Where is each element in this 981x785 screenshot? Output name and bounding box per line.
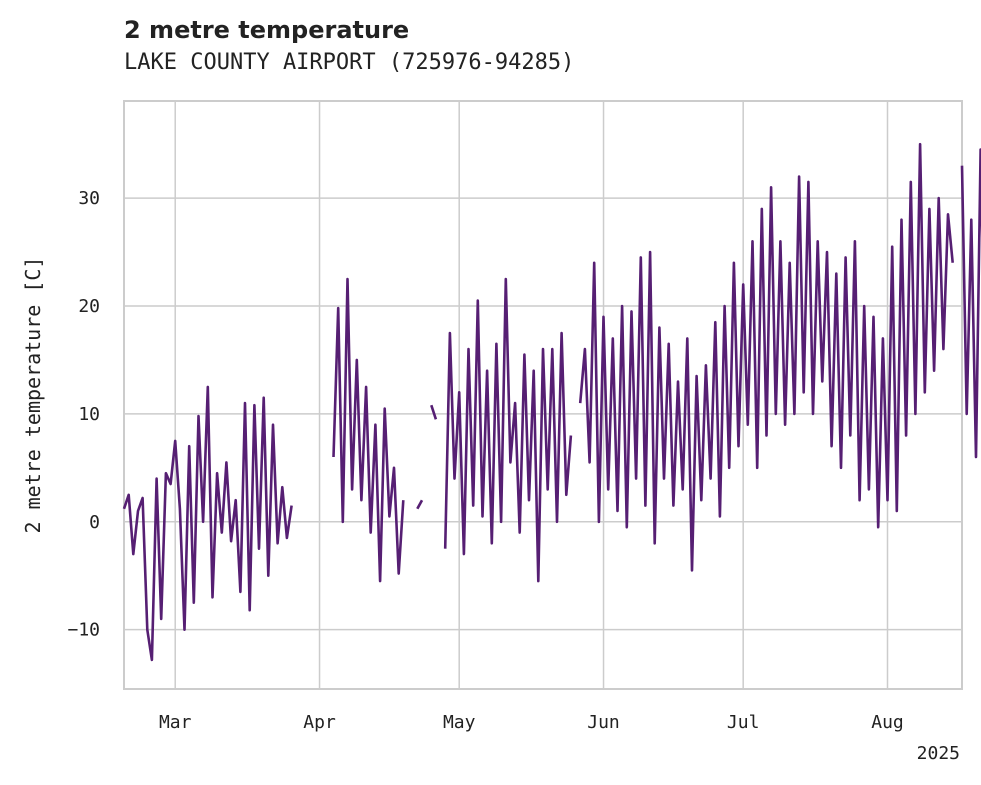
temperature-series-line	[332, 277, 405, 583]
x-tick-label: Aug	[871, 712, 904, 733]
y-tick-labels: −10 0 10 20 30	[67, 188, 100, 641]
x-tick-label: Jun	[587, 712, 620, 733]
y-tick-label: 0	[89, 512, 100, 533]
temperature-series-line	[443, 277, 573, 583]
temperature-series-line	[122, 385, 293, 662]
x-tick-label: May	[443, 712, 476, 733]
x-tick-label: Jul	[727, 712, 760, 733]
y-axis-label: 2 metre temperature [C]	[21, 257, 45, 534]
temperature-series-line	[578, 142, 954, 572]
y-tick-label: 30	[78, 188, 100, 209]
plot-frame	[123, 100, 963, 690]
chart-title: 2 metre temperature	[124, 16, 410, 44]
temperature-series-line	[416, 499, 424, 510]
chart-subtitle: LAKE COUNTY AIRPORT (725976-94285)	[124, 50, 575, 75]
x-tick-label: Mar	[159, 712, 192, 733]
x-tick-label: Apr	[303, 712, 336, 733]
y-tick-label: −10	[67, 620, 100, 641]
y-tick-label: 10	[78, 404, 100, 425]
temperature-series-line	[430, 404, 438, 420]
x-axis-year-label: 2025	[917, 743, 960, 764]
x-tick-labels: Mar Apr May Jun Jul Aug	[159, 712, 904, 733]
series-lines	[122, 142, 981, 662]
y-tick-label: 20	[78, 296, 100, 317]
temperature-series-line	[960, 148, 981, 459]
